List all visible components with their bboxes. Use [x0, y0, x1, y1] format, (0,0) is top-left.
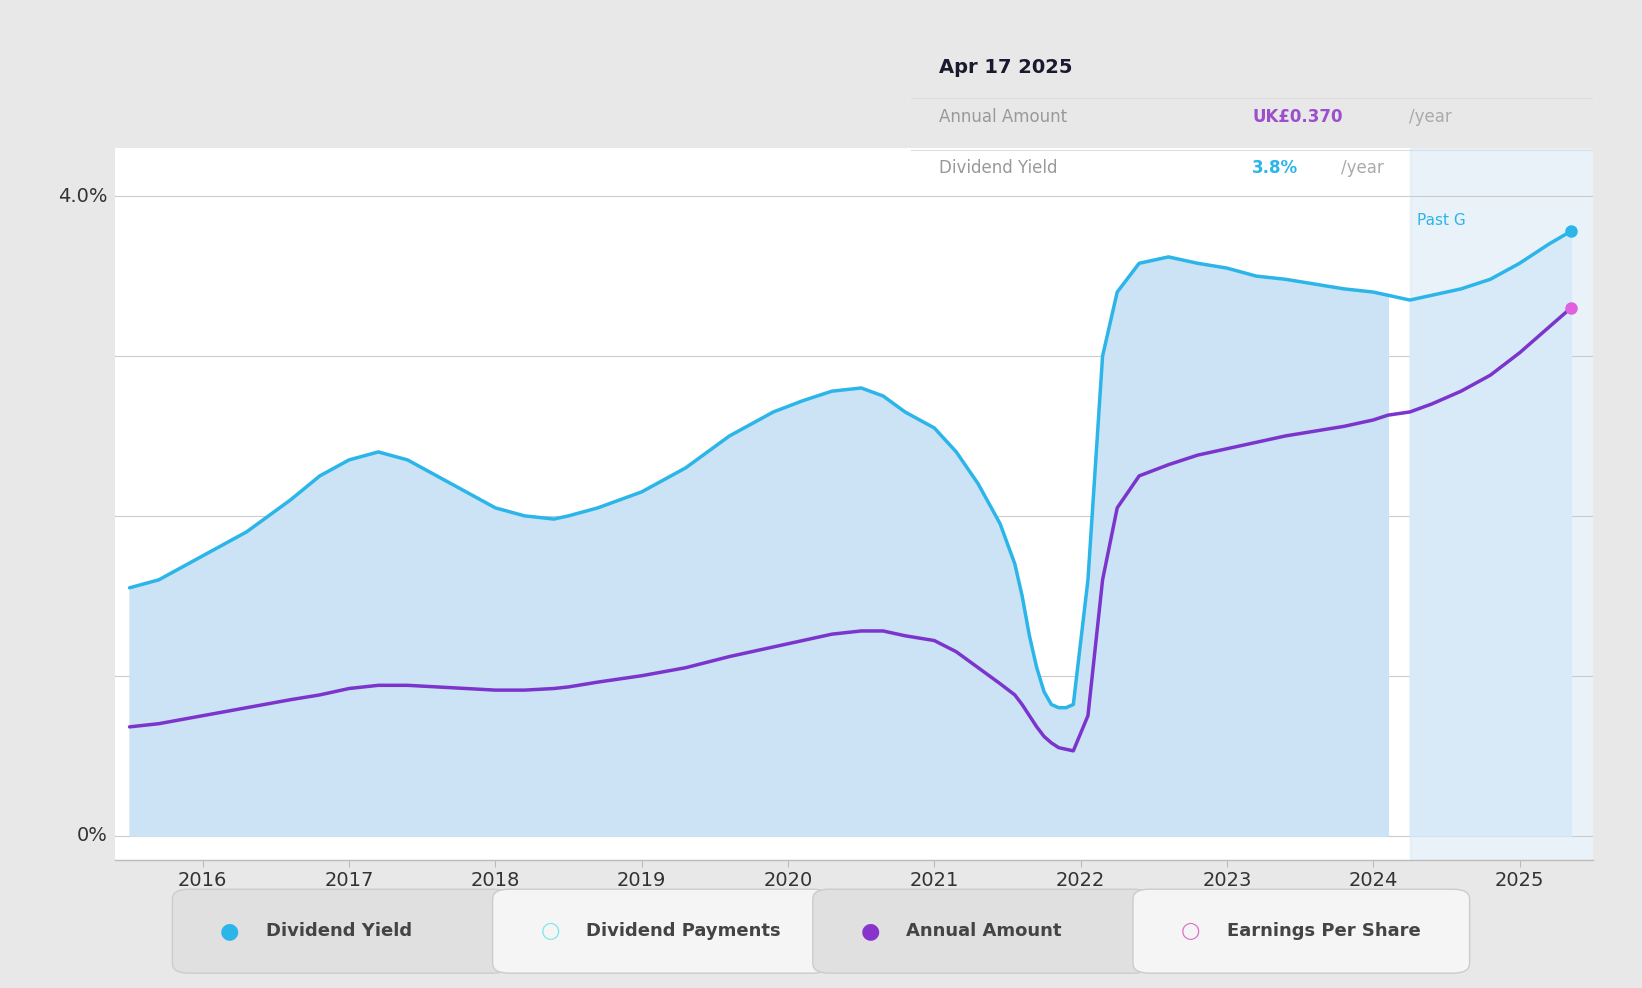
Text: ○: ○	[540, 921, 560, 942]
Text: ○: ○	[1181, 921, 1200, 942]
Text: Apr 17 2025: Apr 17 2025	[939, 58, 1072, 77]
Text: /year: /year	[1409, 109, 1452, 126]
Text: ●: ●	[860, 921, 880, 942]
Text: Annual Amount: Annual Amount	[939, 109, 1067, 126]
Text: UK£0.370: UK£0.370	[1253, 109, 1343, 126]
Text: 3.8%: 3.8%	[1253, 159, 1299, 177]
Text: Earnings Per Share: Earnings Per Share	[1227, 922, 1420, 941]
Bar	[1410, 148, 1622, 860]
Text: Dividend Payments: Dividend Payments	[586, 922, 782, 941]
Text: Dividend Yield: Dividend Yield	[266, 922, 412, 941]
Text: 0%: 0%	[77, 826, 108, 845]
Text: Annual Amount: Annual Amount	[906, 922, 1062, 941]
Text: Dividend Yield: Dividend Yield	[939, 159, 1057, 177]
Text: 4.0%: 4.0%	[57, 187, 108, 206]
Text: Past G: Past G	[1417, 213, 1466, 228]
Text: /year: /year	[1340, 159, 1383, 177]
Text: ●: ●	[220, 921, 240, 942]
